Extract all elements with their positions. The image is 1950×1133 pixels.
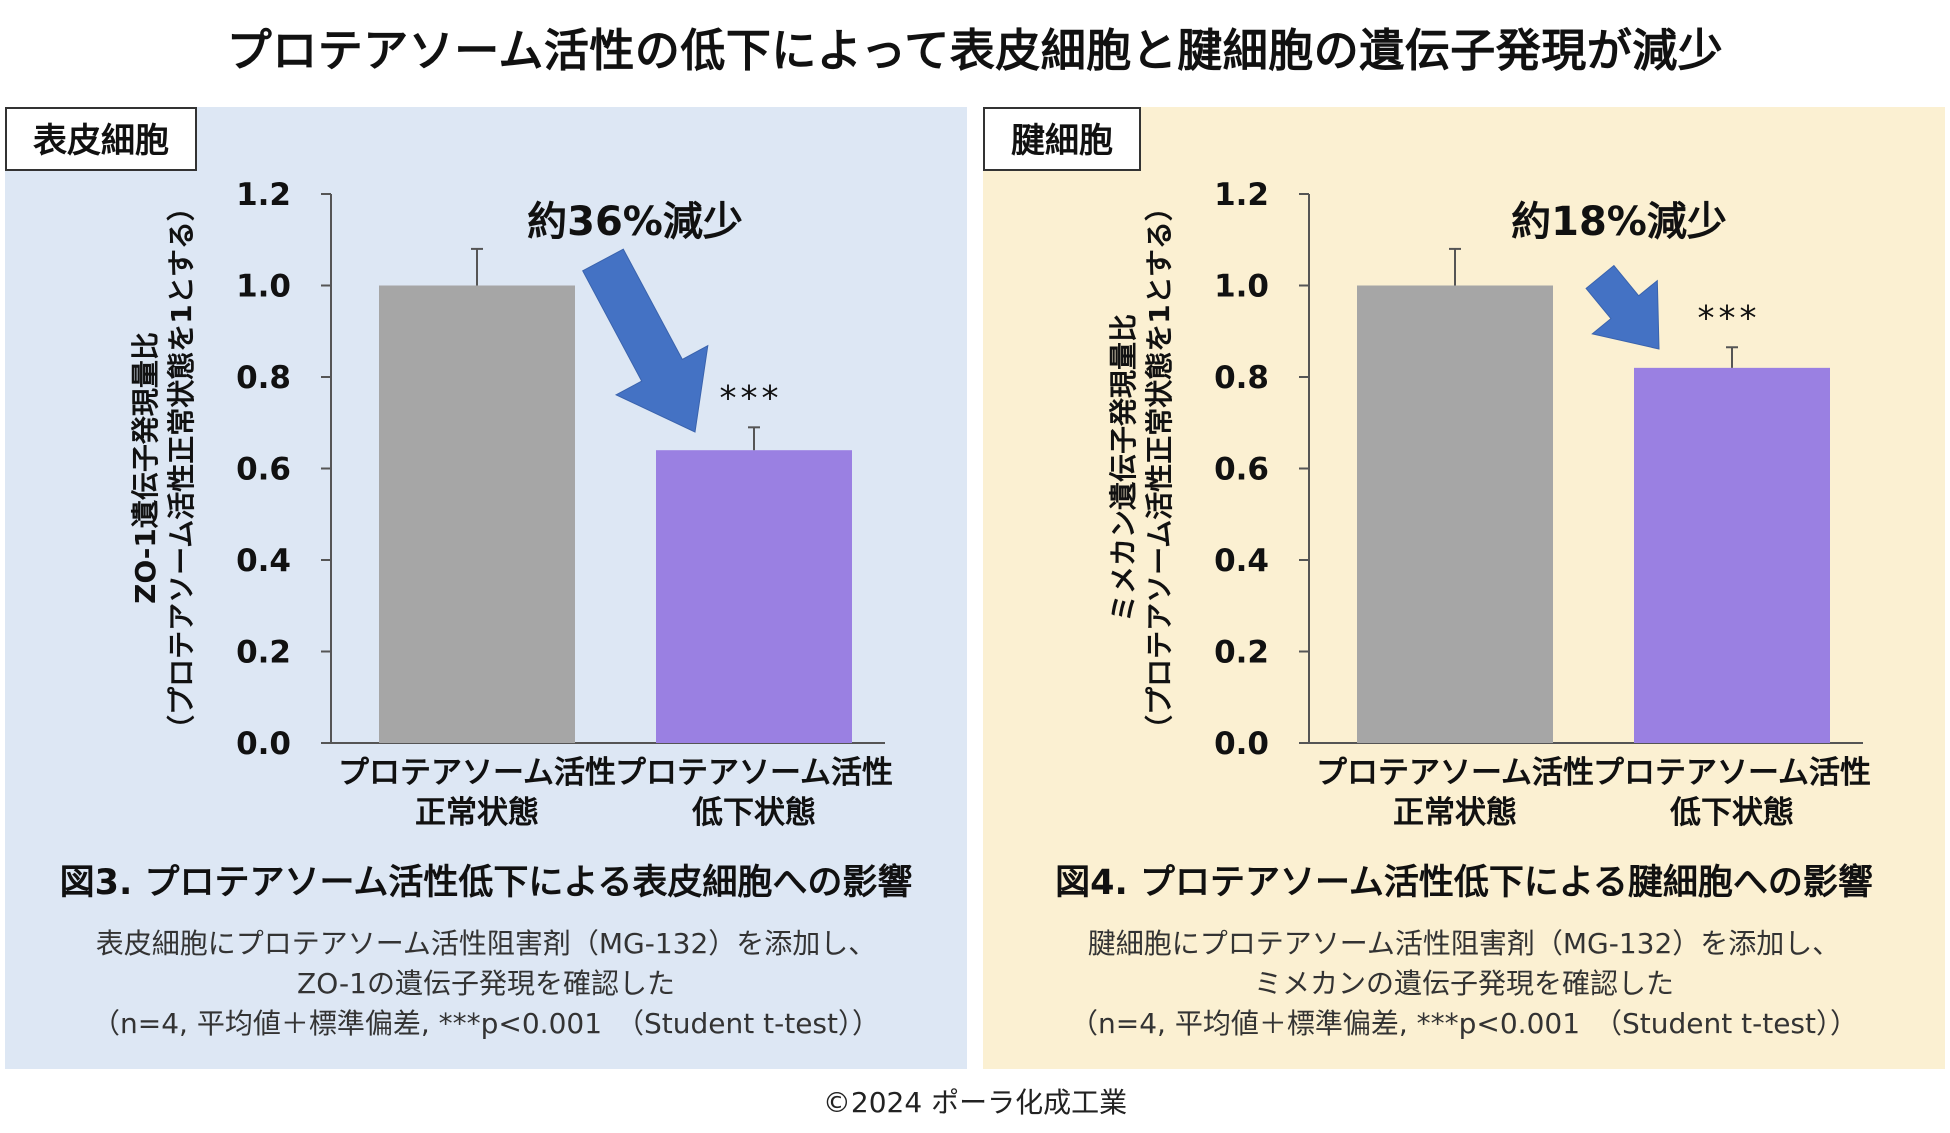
x-category-label-line1: プロテアソーム活性 — [1316, 755, 1594, 791]
chart-epidermal-zo1: 0.0 0.2 0.4 0.6 0.8 1.0 1.2 ZO-1遺伝子発現量比 （プロテアソーム… — [129, 177, 893, 831]
x-category-label-line2: 低下状態 — [691, 795, 816, 831]
y-tick-label: 0.2 — [1214, 635, 1269, 671]
figure-note-line2: ZO-1の遺伝子発現を確認した — [297, 967, 675, 1000]
y-tick-label: 1.2 — [1214, 177, 1269, 213]
down-arrow-icon — [582, 248, 709, 433]
y-tick-label: 0.4 — [236, 543, 291, 579]
y-axis-label: ミメカン遺伝子発現量比 （プロテアソーム活性正常状態を1とする） — [1107, 193, 1176, 743]
x-category-label-line2: 低下状態 — [1669, 795, 1794, 831]
x-category-label-line1: プロテアソーム活性 — [338, 755, 616, 791]
y-tick-label: 0.4 — [1214, 543, 1269, 579]
bar-low — [1634, 367, 1830, 743]
x-category-label-line1: プロテアソーム活性 — [615, 755, 893, 791]
panel-tag: 腱細胞 — [983, 107, 1141, 171]
figure-note-line1: 腱細胞にプロテアソーム活性阻害剤（MG-132）を添加し、 — [1087, 927, 1841, 960]
figure-note-line3: （n=4, 平均値＋標準偏差, ***p<0.001 （Student t-te… — [1070, 1007, 1858, 1040]
y-axis-label: ZO-1遺伝子発現量比 （プロテアソーム活性正常状態を1とする） — [129, 193, 198, 743]
panel-tag: 表皮細胞 — [5, 107, 197, 171]
y-axis-label-line1: ミメカン遺伝子発現量比 — [1107, 314, 1140, 622]
y-tick-label: 0.2 — [236, 635, 291, 671]
panel-tendon: 腱細胞 0.0 0.2 0.4 0.6 0.8 1.0 1.2 ミメカン遺伝子発現量比 （プロテ… — [983, 107, 1945, 1069]
y-axis-label-line1: ZO-1遺伝子発現量比 — [129, 332, 162, 604]
y-tick-label: 0.8 — [236, 360, 291, 396]
figure-note-line3: （n=4, 平均値＋標準偏差, ***p<0.001 （Student t-te… — [92, 1007, 880, 1040]
chart-tendon-mimecan: 0.0 0.2 0.4 0.6 0.8 1.0 1.2 ミメカン遺伝子発現量比 （プロテアソーム… — [1107, 177, 1871, 831]
y-tick-label: 0.0 — [1214, 726, 1269, 762]
significance-label: *** — [1698, 298, 1761, 338]
x-category-label-line1: プロテアソーム活性 — [1593, 755, 1871, 791]
y-tick-label: 0.0 — [236, 726, 291, 762]
x-category-label-line2: 正常状態 — [1393, 795, 1517, 831]
y-tick-label: 1.0 — [1214, 269, 1269, 305]
reduction-annotation: 約18%減少 — [1511, 199, 1727, 245]
panel-epidermal: 表皮細胞 0.0 0.2 0.4 0.6 0.8 1.0 1.2 ZO-1遺伝子発現量比 （プロ… — [5, 107, 967, 1069]
x-category-label-line2: 正常状態 — [415, 795, 539, 831]
y-tick-label: 1.2 — [236, 177, 291, 213]
y-tick-label: 0.6 — [236, 452, 291, 488]
figure-note-line1: 表皮細胞にプロテアソーム活性阻害剤（MG-132）を添加し、 — [95, 927, 877, 960]
copyright: ©2024 ポーラ化成工業 — [822, 1086, 1128, 1119]
figure-caption: 図4. プロテアソーム活性低下による腱細胞への影響 — [1055, 863, 1873, 903]
page-title: プロテアソーム活性の低下によって表皮細胞と腱細胞の遺伝子発現が減少 — [226, 24, 1724, 77]
down-arrow-icon — [1585, 264, 1660, 350]
bar-normal — [379, 285, 575, 743]
bar-low — [656, 450, 852, 743]
y-tick-label: 1.0 — [236, 269, 291, 305]
significance-label: *** — [720, 378, 783, 418]
y-axis-label-line2: （プロテアソーム活性正常状態を1とする） — [165, 193, 198, 743]
figure-note-line2: ミメカンの遺伝子発現を確認した — [1253, 967, 1674, 1000]
y-tick-label: 0.6 — [1214, 452, 1269, 488]
reduction-annotation: 約36%減少 — [527, 199, 743, 245]
y-axis-label-line2: （プロテアソーム活性正常状態を1とする） — [1143, 193, 1176, 743]
bar-normal — [1357, 285, 1553, 743]
y-tick-label: 0.8 — [1214, 360, 1269, 396]
figure-caption: 図3. プロテアソーム活性低下による表皮細胞への影響 — [59, 863, 913, 903]
